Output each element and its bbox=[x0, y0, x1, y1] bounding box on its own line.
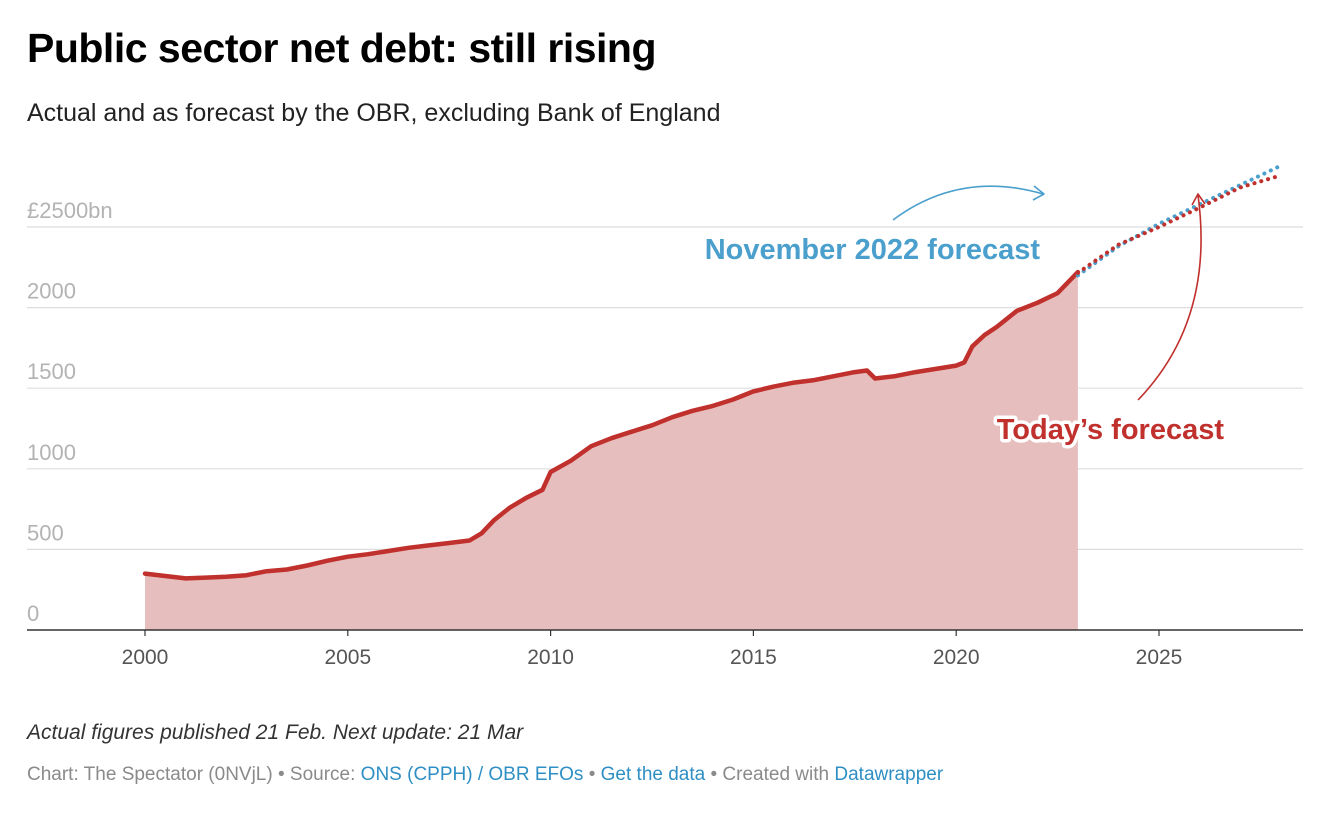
actual-series-line bbox=[142, 269, 1081, 581]
credits-line: Chart: The Spectator (0NVjL) • Source: O… bbox=[27, 761, 943, 789]
y-tick-label: £2500bn bbox=[27, 198, 113, 223]
annotations: November 2022 forecast Today’s forecast bbox=[701, 185, 1228, 450]
x-tick-label: 2025 bbox=[1136, 646, 1183, 669]
y-tick-label: 500 bbox=[27, 520, 64, 545]
chart-title: Public sector net debt: still rising bbox=[27, 25, 657, 71]
nov-forecast-arrowhead bbox=[1032, 185, 1045, 201]
y-tick-label: 2000 bbox=[27, 279, 76, 304]
credit-separator: • bbox=[583, 764, 601, 785]
actual-area bbox=[145, 272, 1078, 630]
today-forecast-label: Today’s forecast bbox=[997, 414, 1225, 446]
nov-2022-forecast-line bbox=[1075, 163, 1283, 278]
x-tick-label: 2015 bbox=[730, 646, 777, 669]
nov-forecast-arrow bbox=[892, 185, 1044, 221]
y-tick-label: 0 bbox=[27, 601, 39, 626]
datawrapper-link[interactable]: Datawrapper bbox=[834, 764, 944, 785]
nov-2022-forecast-label: November 2022 forecast bbox=[705, 234, 1041, 266]
get-data-link[interactable]: Get the data bbox=[600, 764, 706, 785]
credit-prefix: Chart: The Spectator (0NVjL) • Source: bbox=[27, 764, 361, 785]
x-tick-label: 2020 bbox=[933, 646, 980, 669]
footnote: Actual figures published 21 Feb. Next up… bbox=[27, 721, 524, 744]
chart-canvas: 0 500 1000 1500 2000 £2500bn 2000 2005 2010 2015 2… bbox=[27, 163, 1303, 669]
today-forecast-line bbox=[1075, 173, 1283, 275]
chart-subtitle: Actual and as forecast by the OBR, exclu… bbox=[27, 99, 721, 127]
x-tick-label: 2005 bbox=[324, 646, 371, 669]
today-forecast-arrowhead bbox=[1191, 193, 1206, 206]
y-tick-label: 1500 bbox=[27, 359, 76, 384]
area-layer bbox=[145, 272, 1078, 630]
source-link[interactable]: ONS (CPPH) / OBR EFOs bbox=[360, 764, 584, 785]
created-with-text: • Created with bbox=[705, 764, 835, 785]
x-tick-label: 2000 bbox=[122, 646, 169, 669]
series-lines bbox=[142, 163, 1283, 581]
today-forecast-arrow bbox=[1137, 194, 1202, 401]
x-tick-label: 2010 bbox=[527, 646, 574, 669]
y-tick-label: 1000 bbox=[27, 440, 76, 465]
axes: 0 500 1000 1500 2000 £2500bn 2000 2005 2010 2015 2… bbox=[27, 198, 1303, 669]
